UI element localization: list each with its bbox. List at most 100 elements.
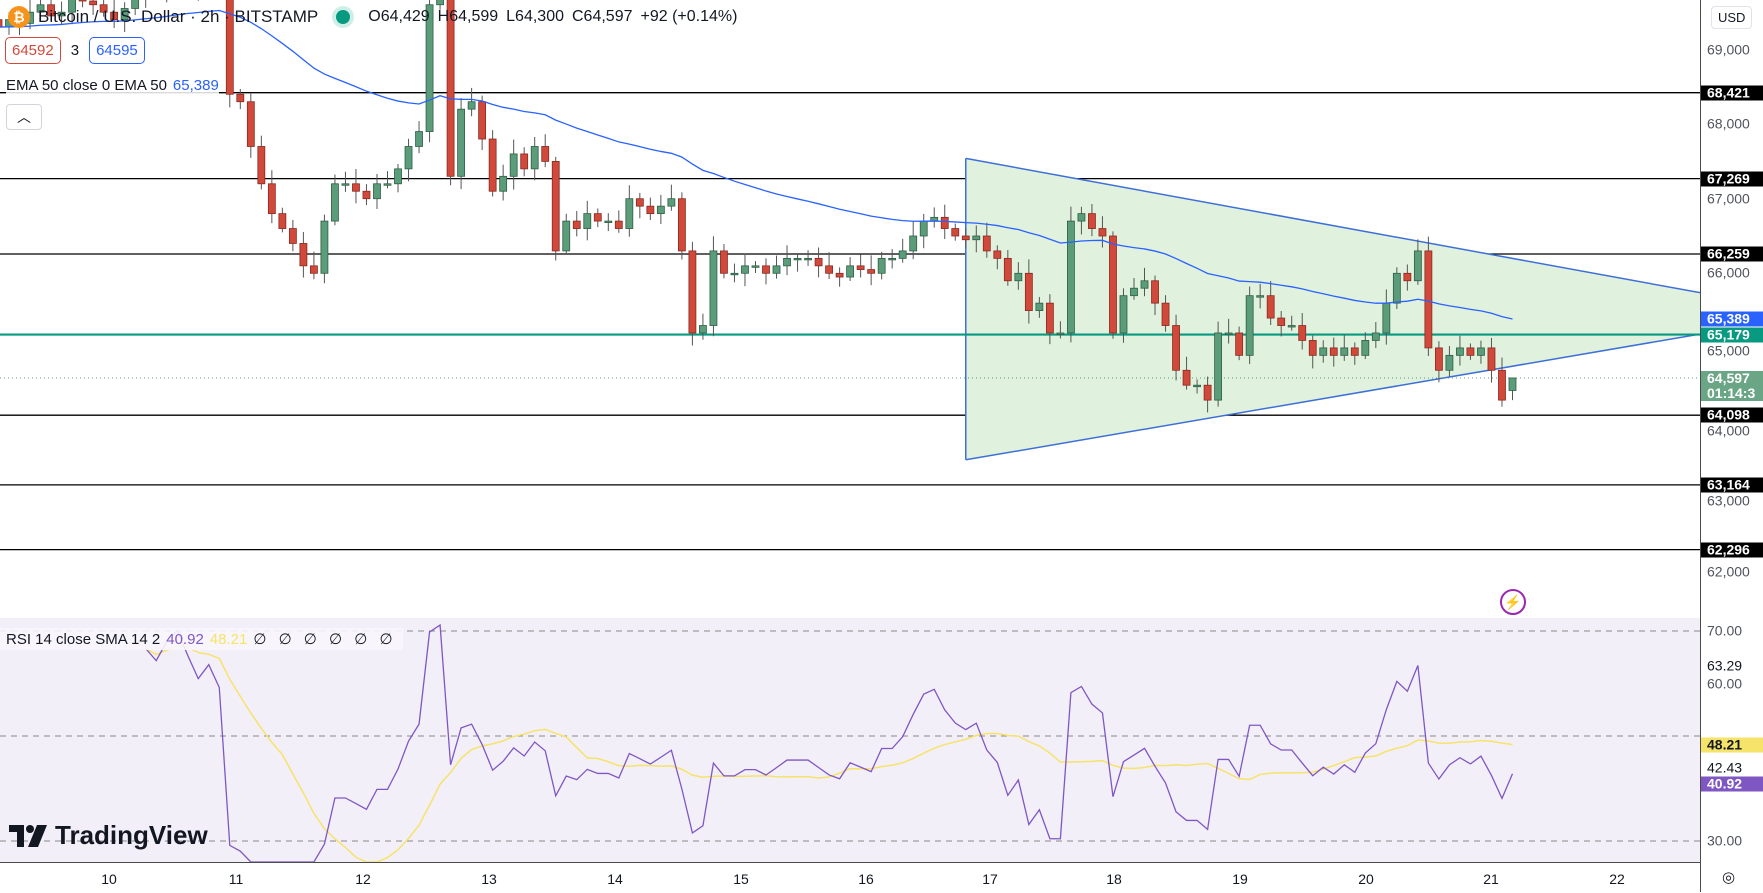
candle-body <box>68 0 76 13</box>
rsi-legend[interactable]: RSI 14 close SMA 14 2 40.92 48.21 ∅ ∅ ∅ ∅ ∅… <box>0 628 403 650</box>
candle-body <box>57 11 66 17</box>
candle-body <box>604 220 613 223</box>
candle-body <box>0 19 3 28</box>
candle-body <box>709 250 718 326</box>
market-status-icon[interactable] <box>336 10 351 24</box>
candle-body <box>877 257 886 274</box>
spread-value: 3 <box>70 42 80 59</box>
candle <box>699 313 707 340</box>
candle-body <box>1140 280 1149 289</box>
candle <box>909 221 918 260</box>
candle-body <box>1203 384 1212 401</box>
candle-body <box>478 101 487 140</box>
candle-body <box>572 220 581 229</box>
candle-body <box>246 101 255 147</box>
candle <box>1487 337 1496 383</box>
candle-body <box>110 11 119 21</box>
settings-eye-icon[interactable]: ◎ <box>1722 869 1736 886</box>
candle-body <box>320 220 329 274</box>
candle <box>299 232 308 278</box>
buy-button[interactable]: 64595 <box>89 37 145 64</box>
candle <box>1298 312 1307 350</box>
candle-body <box>1498 369 1506 401</box>
candle <box>310 251 318 280</box>
candle <box>145 0 147 8</box>
price-tick-label: 62,000 <box>1707 563 1750 580</box>
candle-body <box>951 228 960 237</box>
price-chart[interactable] <box>0 0 1700 618</box>
date-tick-label: 12 <box>355 871 371 887</box>
candle <box>499 164 508 201</box>
price-axis[interactable]: USD 68,421 67,269 66,259 64,098 63,164 62,296… <box>1700 0 1763 892</box>
rsi-tick-label: 42.43 <box>1707 759 1743 776</box>
candle-body <box>1329 347 1338 356</box>
candle-body <box>909 235 918 252</box>
date-tick-label: 18 <box>1106 871 1122 887</box>
date-tick-label: 13 <box>481 871 497 887</box>
time-axis[interactable]: 10 11 12 13 14 15 16 17 18 19 20 21 22 <box>0 862 1700 893</box>
ohlc-change: +92 (+0.14%) <box>640 8 738 25</box>
sell-button[interactable]: 64592 <box>5 37 61 64</box>
candle-body <box>267 183 276 215</box>
candle-body <box>394 168 402 185</box>
candle-body <box>888 257 897 261</box>
candle-body <box>467 101 476 110</box>
candle <box>352 169 360 204</box>
candle <box>720 243 728 279</box>
candle <box>225 0 234 108</box>
candle-body <box>1014 272 1023 282</box>
candle <box>846 257 855 281</box>
candle-body <box>89 0 98 6</box>
symbol-title[interactable]: Bitcoin / U.S. Dollar · 2h · BITSTAMP <box>38 7 319 26</box>
candle-body <box>551 160 560 252</box>
candle-body <box>1182 369 1191 386</box>
candle-body <box>225 0 234 95</box>
candle <box>467 87 476 117</box>
price-tick-label: 63,000 <box>1707 492 1750 509</box>
candle <box>1193 379 1201 394</box>
ema-legend[interactable]: EMA 50 close 0 EMA 50 65,389 <box>6 77 219 94</box>
candle-body <box>310 265 318 274</box>
candle-body <box>814 257 823 267</box>
candle <box>583 200 592 241</box>
rsi-pane[interactable] <box>0 618 1700 862</box>
candle-body <box>1045 302 1054 334</box>
candle-body <box>1266 295 1275 319</box>
candle-body <box>1077 213 1086 222</box>
candle-body <box>972 235 981 241</box>
candle <box>1445 345 1454 377</box>
candle <box>110 0 119 29</box>
candle-body <box>78 0 87 2</box>
candle-body <box>1109 235 1117 334</box>
candle <box>1067 206 1075 343</box>
price-tick-label: 68,000 <box>1707 115 1750 132</box>
candle-body <box>1340 347 1349 356</box>
date-tick-label: 15 <box>733 871 749 887</box>
rsi-sma-tag: 48.21 <box>1701 737 1763 753</box>
candle-body <box>1277 317 1286 326</box>
level-price-tag: 67,269 <box>1701 171 1763 187</box>
candle <box>78 0 87 8</box>
candle <box>1161 295 1170 332</box>
candle-body <box>614 220 623 229</box>
price-tick-label: 66,000 <box>1707 264 1750 281</box>
tradingview-icon <box>9 824 47 847</box>
candle <box>1508 377 1517 401</box>
candle-body <box>520 153 529 170</box>
candle <box>488 130 497 197</box>
collapse-legend-button[interactable]: ︿ <box>6 104 42 130</box>
lightning-icon[interactable]: ⚡ <box>1500 589 1526 615</box>
level-price-tag: 66,259 <box>1701 246 1763 262</box>
candle-body <box>1382 302 1391 334</box>
candle-body <box>635 198 644 207</box>
candle-body <box>299 243 308 267</box>
candle-body <box>278 213 287 229</box>
tradingview-logo[interactable]: TradingView <box>9 820 208 851</box>
rsi-tick-label: 30.00 <box>1707 832 1743 849</box>
currency-button[interactable]: USD <box>1711 6 1753 29</box>
candle-body <box>288 228 297 244</box>
candle <box>436 0 444 10</box>
candle <box>404 138 413 182</box>
symbol-legend: ₿ Bitcoin / U.S. Dollar · 2h · BITSTAMP … <box>8 6 737 28</box>
candle-body <box>1350 347 1359 356</box>
